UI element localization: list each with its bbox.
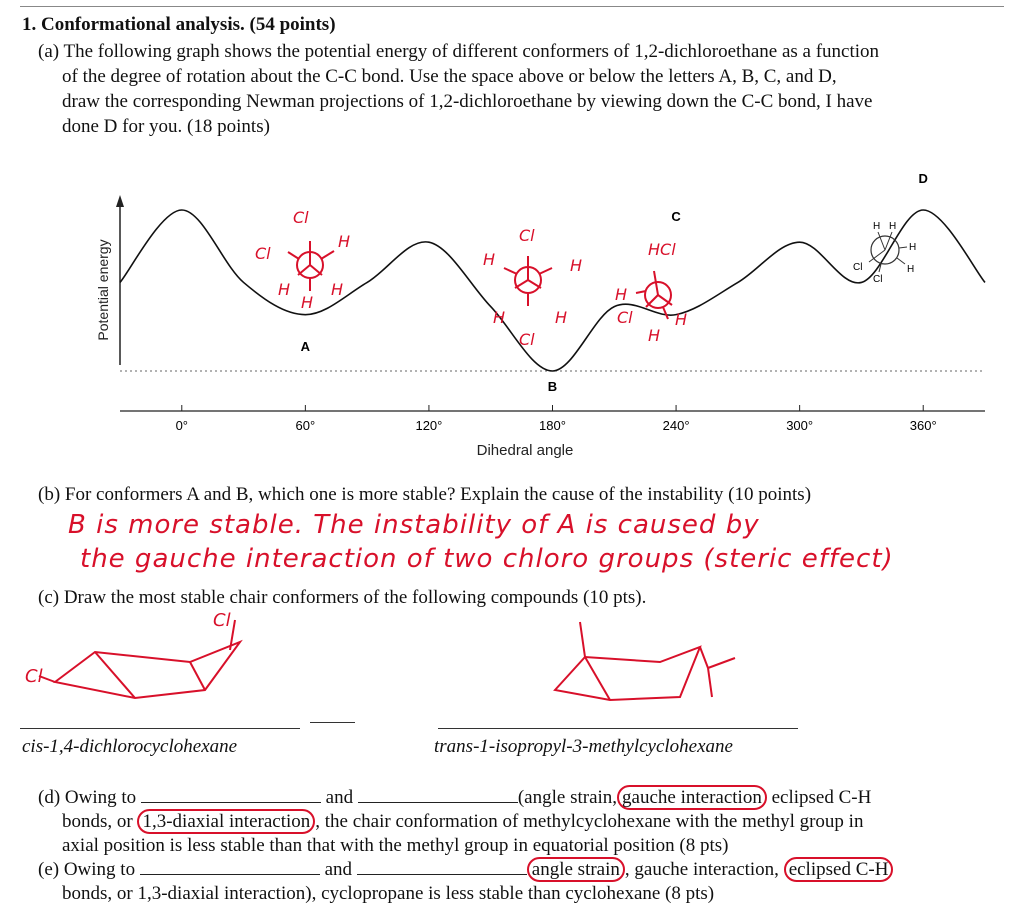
point-label-a: A <box>301 339 311 354</box>
potential-energy-chart: Potential energy 0° 60° 120° 180° 240° 300° 36… <box>95 155 990 465</box>
part-a-line2: of the degree of rotation about the C-C … <box>62 66 837 87</box>
chart-svg: Potential energy 0° 60° 120° 180° 240° 300° 36… <box>95 171 986 459</box>
hand-chair-isopropyl-methyl <box>553 621 736 702</box>
hand-newman-a-labels: Cl Cl H H H H <box>255 208 350 312</box>
c-label-right: trans-1-isopropyl-3-methylcyclohexane <box>434 736 733 757</box>
part-c-question: (c) Draw the most stable chair conformer… <box>38 587 647 608</box>
hand-newman-b-labels: Cl H H H H Cl <box>483 226 582 349</box>
d-line2-pre: bonds, or <box>62 811 133 832</box>
d-line2-post: , the chair conformation of methylcycloh… <box>315 811 864 832</box>
part-e-line2: bonds, or 1,3-diaxial interaction), cycl… <box>62 883 715 904</box>
d-blank-2[interactable] <box>357 786 518 803</box>
y-axis-label: Potential energy <box>95 239 111 340</box>
e-option-eclipsed-circled: eclipsed C-H <box>783 857 894 882</box>
x-axis-label: Dihedral angle <box>477 442 574 459</box>
part-d-line2: bonds, or 1,3-diaxial interaction, the c… <box>62 809 864 834</box>
top-rule <box>20 6 1004 7</box>
hand-b-bl: H <box>493 308 505 327</box>
x-tick-label: 300° <box>786 418 813 433</box>
part-a-line4: done D for you. (18 points) <box>62 116 270 137</box>
c-left-underline <box>20 728 300 729</box>
c-label-left: cis-1,4-dichlorocyclohexane <box>22 736 238 757</box>
newman-d-h4: H <box>907 264 914 275</box>
e-prefix: (e) Owing to <box>38 859 136 880</box>
x-tick-label: 180° <box>539 418 566 433</box>
newman-d-cl1: Cl <box>853 262 862 273</box>
hand-a-top: Cl <box>293 208 309 227</box>
e-option-angle-circled: angle strain <box>526 857 625 882</box>
newman-d-h1: H <box>873 221 880 232</box>
d-and: and <box>325 787 354 808</box>
x-tick-label: 60° <box>296 418 316 433</box>
hand-c-top: HCl <box>648 240 676 259</box>
part-e-line1: (e) Owing to and angle strain, gauche in… <box>38 857 894 882</box>
question-title: 1. Conformational analysis. (54 points) <box>22 14 336 35</box>
part-a-line1: (a) The following graph shows the potent… <box>38 41 880 62</box>
newman-d-circle <box>870 235 900 265</box>
newman-projection-d: H H Cl H H Cl <box>853 221 916 285</box>
d-option-eclipsed: eclipsed C-H <box>766 787 872 808</box>
part-a-line3: draw the corresponding Newman projection… <box>62 91 873 112</box>
e-blank-1[interactable] <box>139 858 320 875</box>
x-tick-label: 360° <box>910 418 937 433</box>
hand-c-bl: Cl <box>617 308 633 327</box>
hand-c-bottom: H <box>648 326 660 345</box>
hand-a-br: H <box>331 280 343 299</box>
hand-chair-cis-dichloro: Cl Cl <box>25 612 243 700</box>
x-tick-label: 120° <box>415 418 442 433</box>
part-d-line3: axial position is less stable than that … <box>62 835 729 856</box>
hand-newman-c <box>635 270 673 320</box>
part-b-answer-line1: B is more stable. The instability of A i… <box>68 510 760 540</box>
hand-a-left: Cl <box>255 244 271 263</box>
x-tick-label: 240° <box>663 418 690 433</box>
d-option-gauche-circled: gauche interaction <box>617 785 767 810</box>
c-left-underline-short <box>310 722 355 723</box>
e-mid: , gauche interaction, <box>624 859 784 880</box>
newman-d-cl2: Cl <box>873 274 882 285</box>
hand-b-top: Cl <box>519 226 535 245</box>
hand-newman-b <box>503 256 553 306</box>
hand-c-br: H <box>675 310 687 329</box>
d-option-diaxial-circled: 1,3-diaxial interaction <box>137 809 316 834</box>
d-prefix: (d) Owing to <box>38 787 137 808</box>
c-right-underline <box>438 728 798 729</box>
energy-curve <box>119 209 986 372</box>
point-label-b: B <box>548 379 557 394</box>
e-blank-2[interactable] <box>356 858 527 875</box>
part-d-line1: (d) Owing to and (angle strain, gauche in… <box>38 785 872 810</box>
part-b-question: (b) For conformers A and B, which one is… <box>38 484 812 505</box>
e-and: and <box>324 859 353 880</box>
d-options-open: (angle strain, <box>517 787 618 808</box>
hand-newman-c-labels: HCl H Cl H H <box>615 240 687 345</box>
d-blank-1[interactable] <box>140 786 321 803</box>
chair-cl-top: Cl <box>213 612 231 631</box>
newman-d-h2: H <box>889 221 896 232</box>
hand-b-left: H <box>483 250 495 269</box>
newman-d-h3: H <box>909 242 916 253</box>
hand-a-right: H <box>338 232 350 251</box>
x-tick-label: 0° <box>176 418 188 433</box>
hand-b-right: H <box>570 256 582 275</box>
y-axis-arrow <box>116 195 124 207</box>
point-label-c: C <box>671 209 681 224</box>
hand-b-bottom: Cl <box>519 330 535 349</box>
hand-b-br: H <box>555 308 567 327</box>
x-ticks: 0° 60° 120° 180° 240° 300° 360° <box>176 405 937 433</box>
hand-a-bottom: H <box>301 293 313 312</box>
point-labels: A B C D <box>301 171 928 394</box>
part-b-answer-line2: the gauche interaction of two chloro gro… <box>80 544 894 574</box>
chair-cl-left: Cl <box>25 666 43 687</box>
hand-newman-a <box>287 241 335 291</box>
hand-a-bl: H <box>278 280 290 299</box>
hand-c-left: H <box>615 285 627 304</box>
point-label-d: D <box>919 171 928 186</box>
